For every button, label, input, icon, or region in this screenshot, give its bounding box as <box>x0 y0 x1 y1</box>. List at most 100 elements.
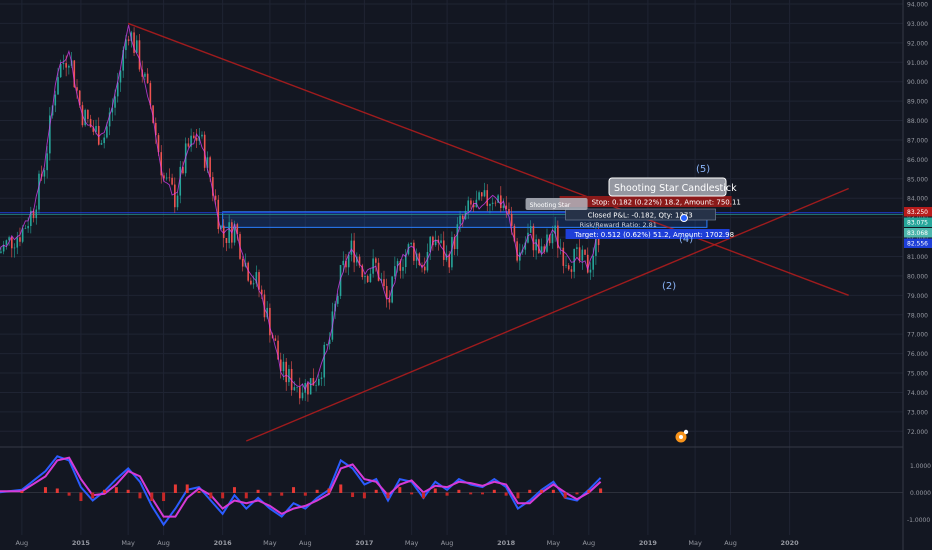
histogram-bar <box>599 488 603 493</box>
candle-body <box>597 234 600 246</box>
candle-body <box>127 39 130 41</box>
candle-body <box>24 228 27 229</box>
trade-boxes[interactable]: Stop: 0.182 (0.22%) 18.2, Amount: 750.11… <box>525 164 741 292</box>
histogram-bar <box>374 489 378 493</box>
candle-body <box>217 199 220 230</box>
histogram-bar <box>114 487 118 493</box>
annotation-box[interactable] <box>608 177 727 197</box>
time-tick: May <box>263 539 277 547</box>
candle-body <box>557 225 559 249</box>
candle-body <box>312 378 315 386</box>
histogram-bar <box>103 489 107 493</box>
time-tick: Aug <box>441 539 454 547</box>
candle-body <box>130 32 133 41</box>
candle-body <box>385 286 388 299</box>
candle-body <box>87 109 89 119</box>
candle-body <box>480 192 483 197</box>
candle-body <box>361 265 364 278</box>
price-tick: 87.000 <box>907 137 928 144</box>
price-tick: 92.000 <box>907 40 928 47</box>
time-tick: 2017 <box>355 539 373 547</box>
price-tags: 83.250 83.075 83.068 82.556 <box>904 207 932 248</box>
candle-body <box>111 107 114 113</box>
candle-body <box>559 247 562 249</box>
candle-body <box>114 96 116 108</box>
candle-body <box>144 73 146 77</box>
candle-body <box>418 253 421 266</box>
candle-body <box>206 157 209 168</box>
candle-body <box>448 254 450 268</box>
candle-body <box>119 70 122 83</box>
price-tick: 80.000 <box>907 273 928 280</box>
time-axis[interactable]: Aug 2015 May Aug 2016 May Aug 2017 May Aug 2018 May… <box>15 539 799 547</box>
candle-body <box>125 39 127 51</box>
histogram-bar <box>173 484 177 493</box>
candle-body <box>347 254 350 268</box>
target-label-box[interactable] <box>565 229 730 239</box>
histogram-bar <box>244 492 248 499</box>
tradingview-logo-icon[interactable] <box>675 429 689 443</box>
wave-label-4: (4) <box>679 234 693 245</box>
price-tick: 79.000 <box>907 293 928 300</box>
candle-body <box>236 224 239 235</box>
price-tick: 86.000 <box>907 157 928 164</box>
candle-body <box>190 135 192 147</box>
trade-marker[interactable] <box>680 214 688 222</box>
candle-body <box>293 387 296 391</box>
wave-label-2: (2) <box>662 281 676 292</box>
candle-body <box>54 94 57 106</box>
candle-body <box>451 236 453 268</box>
candle-body <box>456 224 459 250</box>
price-tag <box>904 217 932 227</box>
candle-body <box>152 105 154 123</box>
closed-label-box[interactable] <box>565 208 716 221</box>
oscillator-tick: 0.0000 <box>910 490 931 497</box>
time-tick: Aug <box>157 539 170 547</box>
trendline-resistance[interactable] <box>127 22 849 296</box>
oscillator-tick: -1.0000 <box>907 517 930 524</box>
price-tick: 72.000 <box>907 429 928 436</box>
price-tag <box>904 228 932 238</box>
candle-body <box>513 225 516 242</box>
histogram-bar <box>398 487 402 493</box>
candle-body <box>434 239 437 246</box>
candle-body <box>307 382 309 395</box>
stop-label: Stop: 0.182 (0.22%) 18.2, Amount: 750.11 <box>592 199 741 207</box>
candle-body <box>562 247 565 266</box>
candle-body <box>62 63 65 65</box>
candle-body <box>320 377 323 379</box>
candle-body <box>116 82 119 97</box>
candle-body <box>453 236 456 250</box>
price-tick: 88.000 <box>907 118 928 125</box>
mini-label-box[interactable] <box>525 198 588 210</box>
candle-body <box>138 40 141 70</box>
trendlines[interactable] <box>127 22 849 442</box>
candle-body <box>19 237 21 242</box>
candle-body <box>65 63 67 68</box>
candle-body <box>394 266 396 277</box>
histogram-bar <box>362 492 366 499</box>
candle-body <box>551 233 554 244</box>
histogram-bar <box>386 492 390 499</box>
stop-label-box[interactable] <box>559 196 732 207</box>
histogram-bar <box>315 489 319 493</box>
time-tick: May <box>405 539 419 547</box>
time-tick: Aug <box>724 539 737 547</box>
trendline-support[interactable] <box>246 187 849 442</box>
time-tick: Aug <box>15 539 28 547</box>
candle-body <box>326 343 328 345</box>
candle-body <box>478 192 480 200</box>
target-label: Target: 0.512 (0.62%) 51.2, Amount: 1702… <box>574 231 735 239</box>
risk-reward-label: Risk/Reward Ratio: 2.81 <box>580 221 657 229</box>
price-tick: 84.000 <box>907 196 928 203</box>
moving-average <box>0 24 599 391</box>
price-tag-label: 83.250 <box>907 209 928 216</box>
candle-body <box>576 247 578 249</box>
price-tag-label: 83.075 <box>907 220 928 227</box>
candle-body <box>426 252 429 271</box>
price-tag-label: 83.068 <box>907 230 928 237</box>
histogram-bar <box>445 492 449 496</box>
candle-body <box>89 118 92 128</box>
candle-body <box>258 272 260 290</box>
